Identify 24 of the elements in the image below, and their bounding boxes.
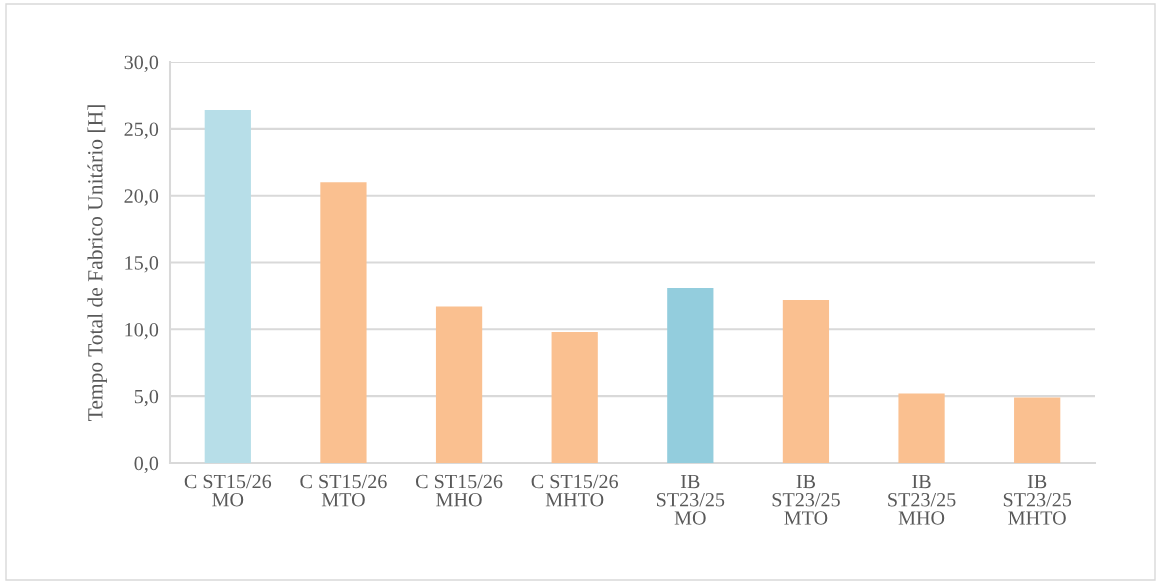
y-tick-label: 10,0 <box>125 322 159 340</box>
bar <box>898 393 945 463</box>
x-tick-label: C ST15/26 MHTO <box>531 474 619 507</box>
y-tick-label: 25,0 <box>124 122 159 139</box>
x-tick-label: IB ST23/25 MO <box>656 474 725 525</box>
x-tick-label: IB ST23/25 MHTO <box>1003 474 1072 525</box>
x-tick-label: C ST15/26 MHO <box>415 474 503 507</box>
bar <box>782 299 830 463</box>
x-tick-label: C ST15/26 MO <box>184 474 272 507</box>
x-tick-label: IB ST23/25 MHO <box>888 474 956 525</box>
bar <box>1014 397 1061 463</box>
y-tick-label: 0,0 <box>134 456 159 474</box>
bar <box>667 287 714 463</box>
bar <box>320 182 367 463</box>
bar <box>435 306 483 463</box>
y-tick-label: 15,0 <box>125 256 159 273</box>
x-tick-label: IB ST23/25 MTO <box>772 474 840 525</box>
bar <box>551 332 598 463</box>
y-tick-label: 5,0 <box>134 389 159 407</box>
x-tick-label: C ST15/26 MTO <box>300 474 387 507</box>
bar <box>204 110 251 463</box>
y-axis-title: Tempo Total de Fabrico Unitário [H] <box>87 105 107 421</box>
y-tick-label: 20,0 <box>124 189 159 206</box>
y-tick-label: 30,0 <box>124 55 159 73</box>
